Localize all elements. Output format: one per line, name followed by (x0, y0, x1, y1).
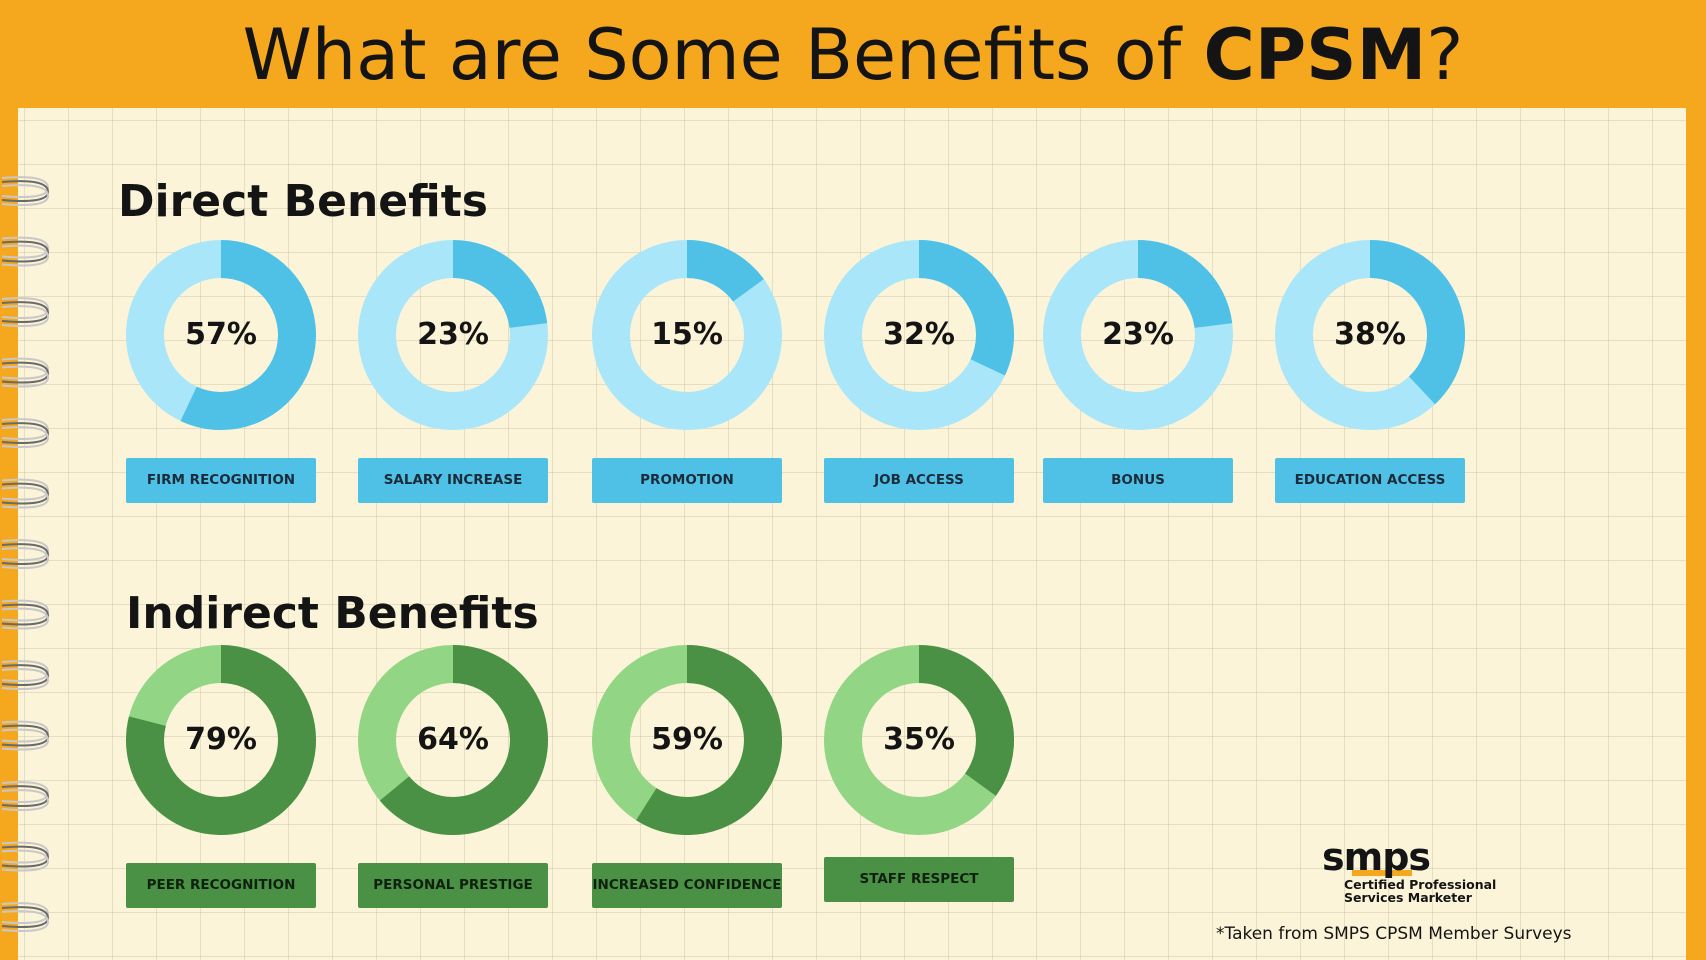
logo-underline (1352, 870, 1412, 876)
binding-ring (1, 365, 50, 388)
binding-ring (1, 422, 50, 444)
binding-ring (1, 301, 50, 323)
logo-tagline-line1: Certified Professional (1344, 877, 1497, 892)
binding-ring (1, 849, 50, 872)
direct-donut: 57% (126, 240, 316, 430)
binding-ring (1, 607, 50, 630)
donut-value-label: 23% (417, 317, 489, 352)
donut-slice (126, 645, 316, 835)
indirect-donut: 59% (592, 645, 782, 835)
direct-benefit-label: FIRM RECOGNITION (126, 458, 316, 503)
binding-ring (1, 426, 50, 448)
logo-wordmark: smps (1322, 835, 1431, 879)
direct-benefit-label: SALARY INCREASE (358, 458, 548, 503)
donut-slice (180, 240, 316, 430)
donut-slice (1137, 240, 1233, 329)
donut-value-label: 38% (1334, 317, 1406, 352)
smps-logo: smps Certified Professional Services Mar… (1322, 838, 1496, 904)
binding-ring (1, 305, 50, 327)
binding-ring (1, 361, 50, 384)
binding-ring (1, 785, 50, 807)
binding-ring (1, 724, 50, 747)
binding-ring (1, 543, 50, 565)
donut-slice (379, 645, 548, 835)
title-prefix: What are Some Benefits of (242, 14, 1204, 96)
binding-ring (1, 244, 50, 267)
binding-ring (1, 906, 50, 928)
direct-donut: 23% (358, 240, 548, 430)
logo-tagline: Certified Professional Services Marketer (1344, 878, 1496, 904)
direct-donut: 32% (824, 240, 1014, 430)
donut-slice (686, 240, 764, 303)
indirect-donut: 79% (126, 645, 316, 835)
binding-ring (1, 486, 50, 509)
indirect-benefit-label: PEER RECOGNITION (126, 863, 316, 908)
title-bold: CPSM (1203, 14, 1427, 96)
direct-donut: 23% (1043, 240, 1233, 430)
binding-ring (1, 184, 50, 206)
donut-value-label: 64% (417, 722, 489, 757)
binding-ring (1, 180, 50, 202)
donut-value-label: 32% (883, 317, 955, 352)
binding-ring (1, 664, 50, 686)
footnote: *Taken from SMPS CPSM Member Surveys (1216, 924, 1572, 944)
donut-slice (918, 240, 1014, 376)
donut-slice (636, 645, 782, 835)
binding-ring (1, 547, 50, 569)
logo-tagline-line2: Services Marketer (1344, 890, 1472, 905)
binding-ring (1, 240, 50, 263)
binding-ring (1, 845, 50, 868)
direct-benefits-heading: Direct Benefits (118, 176, 488, 227)
donut-slice (918, 645, 1014, 796)
binding-ring (1, 910, 50, 932)
donut-value-label: 15% (651, 317, 723, 352)
binding-ring (1, 482, 50, 505)
donut-slice (452, 240, 548, 329)
donut-value-label: 57% (185, 317, 257, 352)
direct-benefit-label: BONUS (1043, 458, 1233, 503)
page-title: What are Some Benefits of CPSM? (0, 14, 1706, 96)
indirect-benefit-label: INCREASED CONFIDENCE (592, 863, 782, 908)
indirect-donut: 64% (358, 645, 548, 835)
binding-ring (1, 728, 50, 751)
indirect-benefit-label: STAFF RESPECT (824, 857, 1014, 902)
indirect-benefit-label: PERSONAL PRESTIGE (358, 863, 548, 908)
binding-ring (1, 603, 50, 626)
binding-ring (1, 789, 50, 811)
title-suffix: ? (1426, 14, 1464, 96)
donut-value-label: 79% (185, 722, 257, 757)
direct-donut: 15% (592, 240, 782, 430)
binding-ring (1, 668, 50, 690)
donut-value-label: 23% (1102, 317, 1174, 352)
spiral-binding (1, 176, 50, 932)
donut-slice (1369, 240, 1465, 405)
donut-value-label: 35% (883, 722, 955, 757)
indirect-donut: 35% (824, 645, 1014, 835)
direct-benefit-label: PROMOTION (592, 458, 782, 503)
direct-donut: 38% (1275, 240, 1465, 430)
direct-benefit-label: JOB ACCESS (824, 458, 1014, 503)
direct-benefit-label: EDUCATION ACCESS (1275, 458, 1465, 503)
donut-value-label: 59% (651, 722, 723, 757)
indirect-benefits-heading: Indirect Benefits (126, 588, 539, 639)
